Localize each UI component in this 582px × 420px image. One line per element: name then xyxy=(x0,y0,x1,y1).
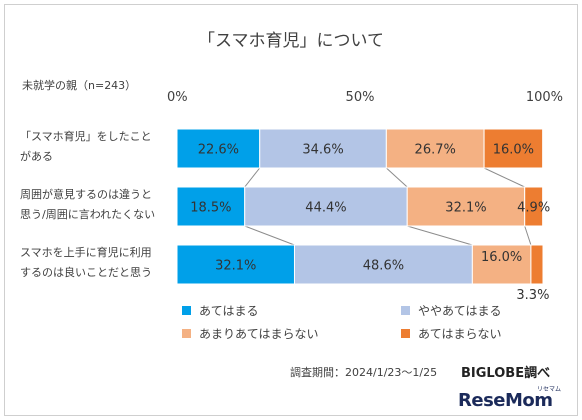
category-label-line: 思う/周囲に言われたくない xyxy=(20,208,156,221)
legend-item: あまりあてはまらない xyxy=(182,325,319,342)
bar-segment xyxy=(293,244,473,285)
connector-line xyxy=(407,225,473,246)
legend-label: あてはまらない xyxy=(418,327,502,341)
category-label-line: 「スマホ育児」をしたこと xyxy=(20,130,152,143)
x-tick-label: 50% xyxy=(346,90,375,105)
bar-segment xyxy=(471,244,532,285)
legend-swatch xyxy=(401,329,410,338)
legend-item: ややあてはまる xyxy=(401,302,502,319)
bar-segment xyxy=(176,186,246,227)
bar-segment xyxy=(524,186,544,227)
data-label: 32.1% xyxy=(215,259,256,274)
category-label-line: 周囲が意見するのは違うと xyxy=(20,188,152,201)
data-label: 44.4% xyxy=(305,201,346,216)
bar-segment xyxy=(176,128,261,169)
bar-segment xyxy=(259,128,387,169)
legend-swatch xyxy=(182,329,191,338)
connector-line xyxy=(244,167,261,188)
bar-segment xyxy=(385,128,485,169)
legend-item: あてはまらない xyxy=(401,325,502,342)
bar-segment xyxy=(244,186,408,227)
legend-label: あまりあてはまらない xyxy=(199,327,319,341)
source-period: 調査期間：2024/1/23〜1/25 xyxy=(290,366,438,379)
legend-swatch xyxy=(401,306,410,315)
legend-item: あてはまる xyxy=(182,302,259,319)
bar-segment xyxy=(176,244,295,285)
data-label: 16.0% xyxy=(481,250,522,265)
bar-segment xyxy=(530,244,544,285)
connector-line xyxy=(524,225,532,246)
data-label: 16.0% xyxy=(493,143,534,158)
data-label: 48.6% xyxy=(363,259,404,274)
data-label: 32.1% xyxy=(445,201,486,216)
legend-label: あてはまる xyxy=(199,304,259,318)
legend-swatch xyxy=(182,306,191,315)
chart-subtitle: 未就学の親（n=243） xyxy=(22,79,137,92)
bar-segment xyxy=(406,186,526,227)
x-tick-label: 100% xyxy=(526,90,563,105)
data-label: 26.7% xyxy=(415,143,456,158)
category-label-line: がある xyxy=(20,150,53,163)
source-brand: BIGLOBE調べ xyxy=(461,366,551,381)
data-label: 3.3% xyxy=(516,288,549,303)
data-label: 22.6% xyxy=(198,143,239,158)
connector-line xyxy=(483,167,525,188)
legend-label: ややあてはまる xyxy=(418,304,502,318)
category-label: 周囲が意見するのは違うと 思う/周囲に言われたくない xyxy=(20,185,170,225)
category-label-line: スマホを上手に育児に利用 xyxy=(20,246,152,259)
data-label: 34.6% xyxy=(302,143,343,158)
x-tick-label: 0% xyxy=(167,90,188,105)
chart-title: 「スマホ育児」について xyxy=(198,31,384,51)
category-label: スマホを上手に育児に利用 するのは良いことだと思う xyxy=(20,243,170,283)
category-label-line: するのは良いことだと思う xyxy=(20,266,152,279)
data-label: 4.9% xyxy=(517,201,550,216)
category-label: 「スマホ育児」をしたこと がある xyxy=(20,127,170,167)
connector-line xyxy=(386,167,408,188)
watermark-kana: リセマム xyxy=(537,386,562,393)
watermark-logo: ReseMom xyxy=(458,390,553,411)
bar-segment xyxy=(483,128,544,169)
data-label: 18.5% xyxy=(190,201,231,216)
connector-line xyxy=(244,225,295,246)
